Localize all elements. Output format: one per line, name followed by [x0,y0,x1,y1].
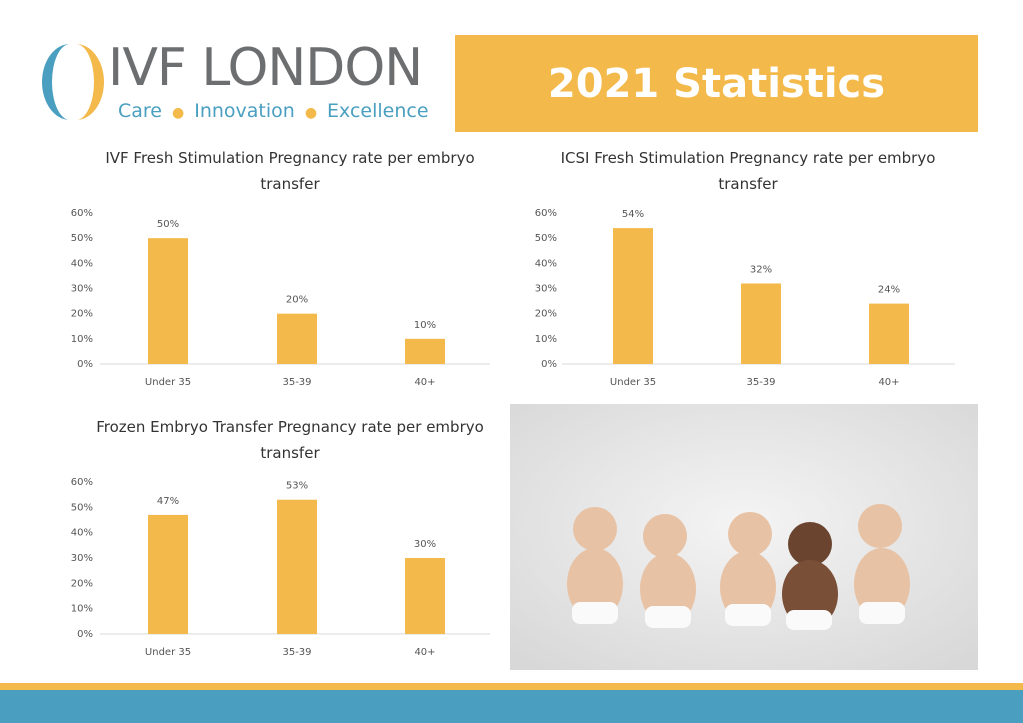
x-tick-label: 35-39 [746,377,775,388]
bar [148,238,188,364]
photo [510,404,978,670]
y-tick-label: 40% [71,528,93,539]
y-tick-label: 10% [71,334,93,345]
x-tick-label: 40+ [414,647,435,658]
tagline-item: Care [118,100,162,122]
bar [869,303,909,364]
bar [405,558,445,634]
y-tick-label: 60% [71,477,93,488]
y-tick-label: 20% [71,309,93,320]
data-label: 30% [414,539,436,550]
logo-mark [42,44,104,120]
page-title: 2021 Statistics [455,35,978,132]
x-tick-label: 40+ [414,377,435,388]
tagline-item: Innovation [194,100,295,122]
stripe [0,683,1023,690]
y-tick-label: 20% [535,309,557,320]
y-tick-label: 30% [535,284,557,295]
y-tick-label: 10% [71,604,93,615]
chart-title: IVF Fresh Stimulation Pregnancy rate per… [105,149,475,193]
data-label: 10% [414,320,436,331]
tagline-item: Excellence [327,100,429,122]
y-tick-label: 30% [71,553,93,564]
bar [405,338,445,364]
y-tick-label: 50% [71,502,93,513]
data-label: 53% [286,481,308,492]
footer-band [0,690,1023,723]
data-label: 54% [622,209,644,220]
tagline: Care ● Innovation ● Excellence [118,100,429,122]
y-tick-label: 40% [535,258,557,269]
data-label: 32% [750,264,772,275]
x-tick-label: Under 35 [610,377,656,388]
x-tick-label: 35-39 [282,647,311,658]
x-tick-label: 35-39 [282,377,311,388]
chart-title: Frozen Embryo Transfer Pregnancy rate pe… [96,418,484,462]
y-tick-label: 0% [541,359,557,370]
y-tick-label: 60% [535,208,557,219]
bar [613,228,653,364]
chart-title: ICSI Fresh Stimulation Pregnancy rate pe… [560,149,936,193]
x-tick-label: 40+ [878,377,899,388]
data-label: 24% [878,285,900,296]
y-tick-label: 0% [77,629,93,640]
bar [741,283,781,364]
data-label: 47% [157,496,179,507]
y-tick-label: 20% [71,578,93,589]
bar [277,499,317,634]
y-tick-label: 60% [71,208,93,219]
data-label: 50% [157,219,179,230]
y-tick-label: 40% [71,258,93,269]
y-tick-label: 50% [535,233,557,244]
bar [277,313,317,364]
logo-text: IVF LONDON [108,38,423,98]
y-tick-label: 50% [71,233,93,244]
x-tick-label: Under 35 [145,647,191,658]
x-tick-label: Under 35 [145,377,191,388]
data-label: 20% [286,295,308,306]
y-tick-label: 10% [535,334,557,345]
y-tick-label: 30% [71,284,93,295]
bar [148,514,188,634]
y-tick-label: 0% [77,359,93,370]
